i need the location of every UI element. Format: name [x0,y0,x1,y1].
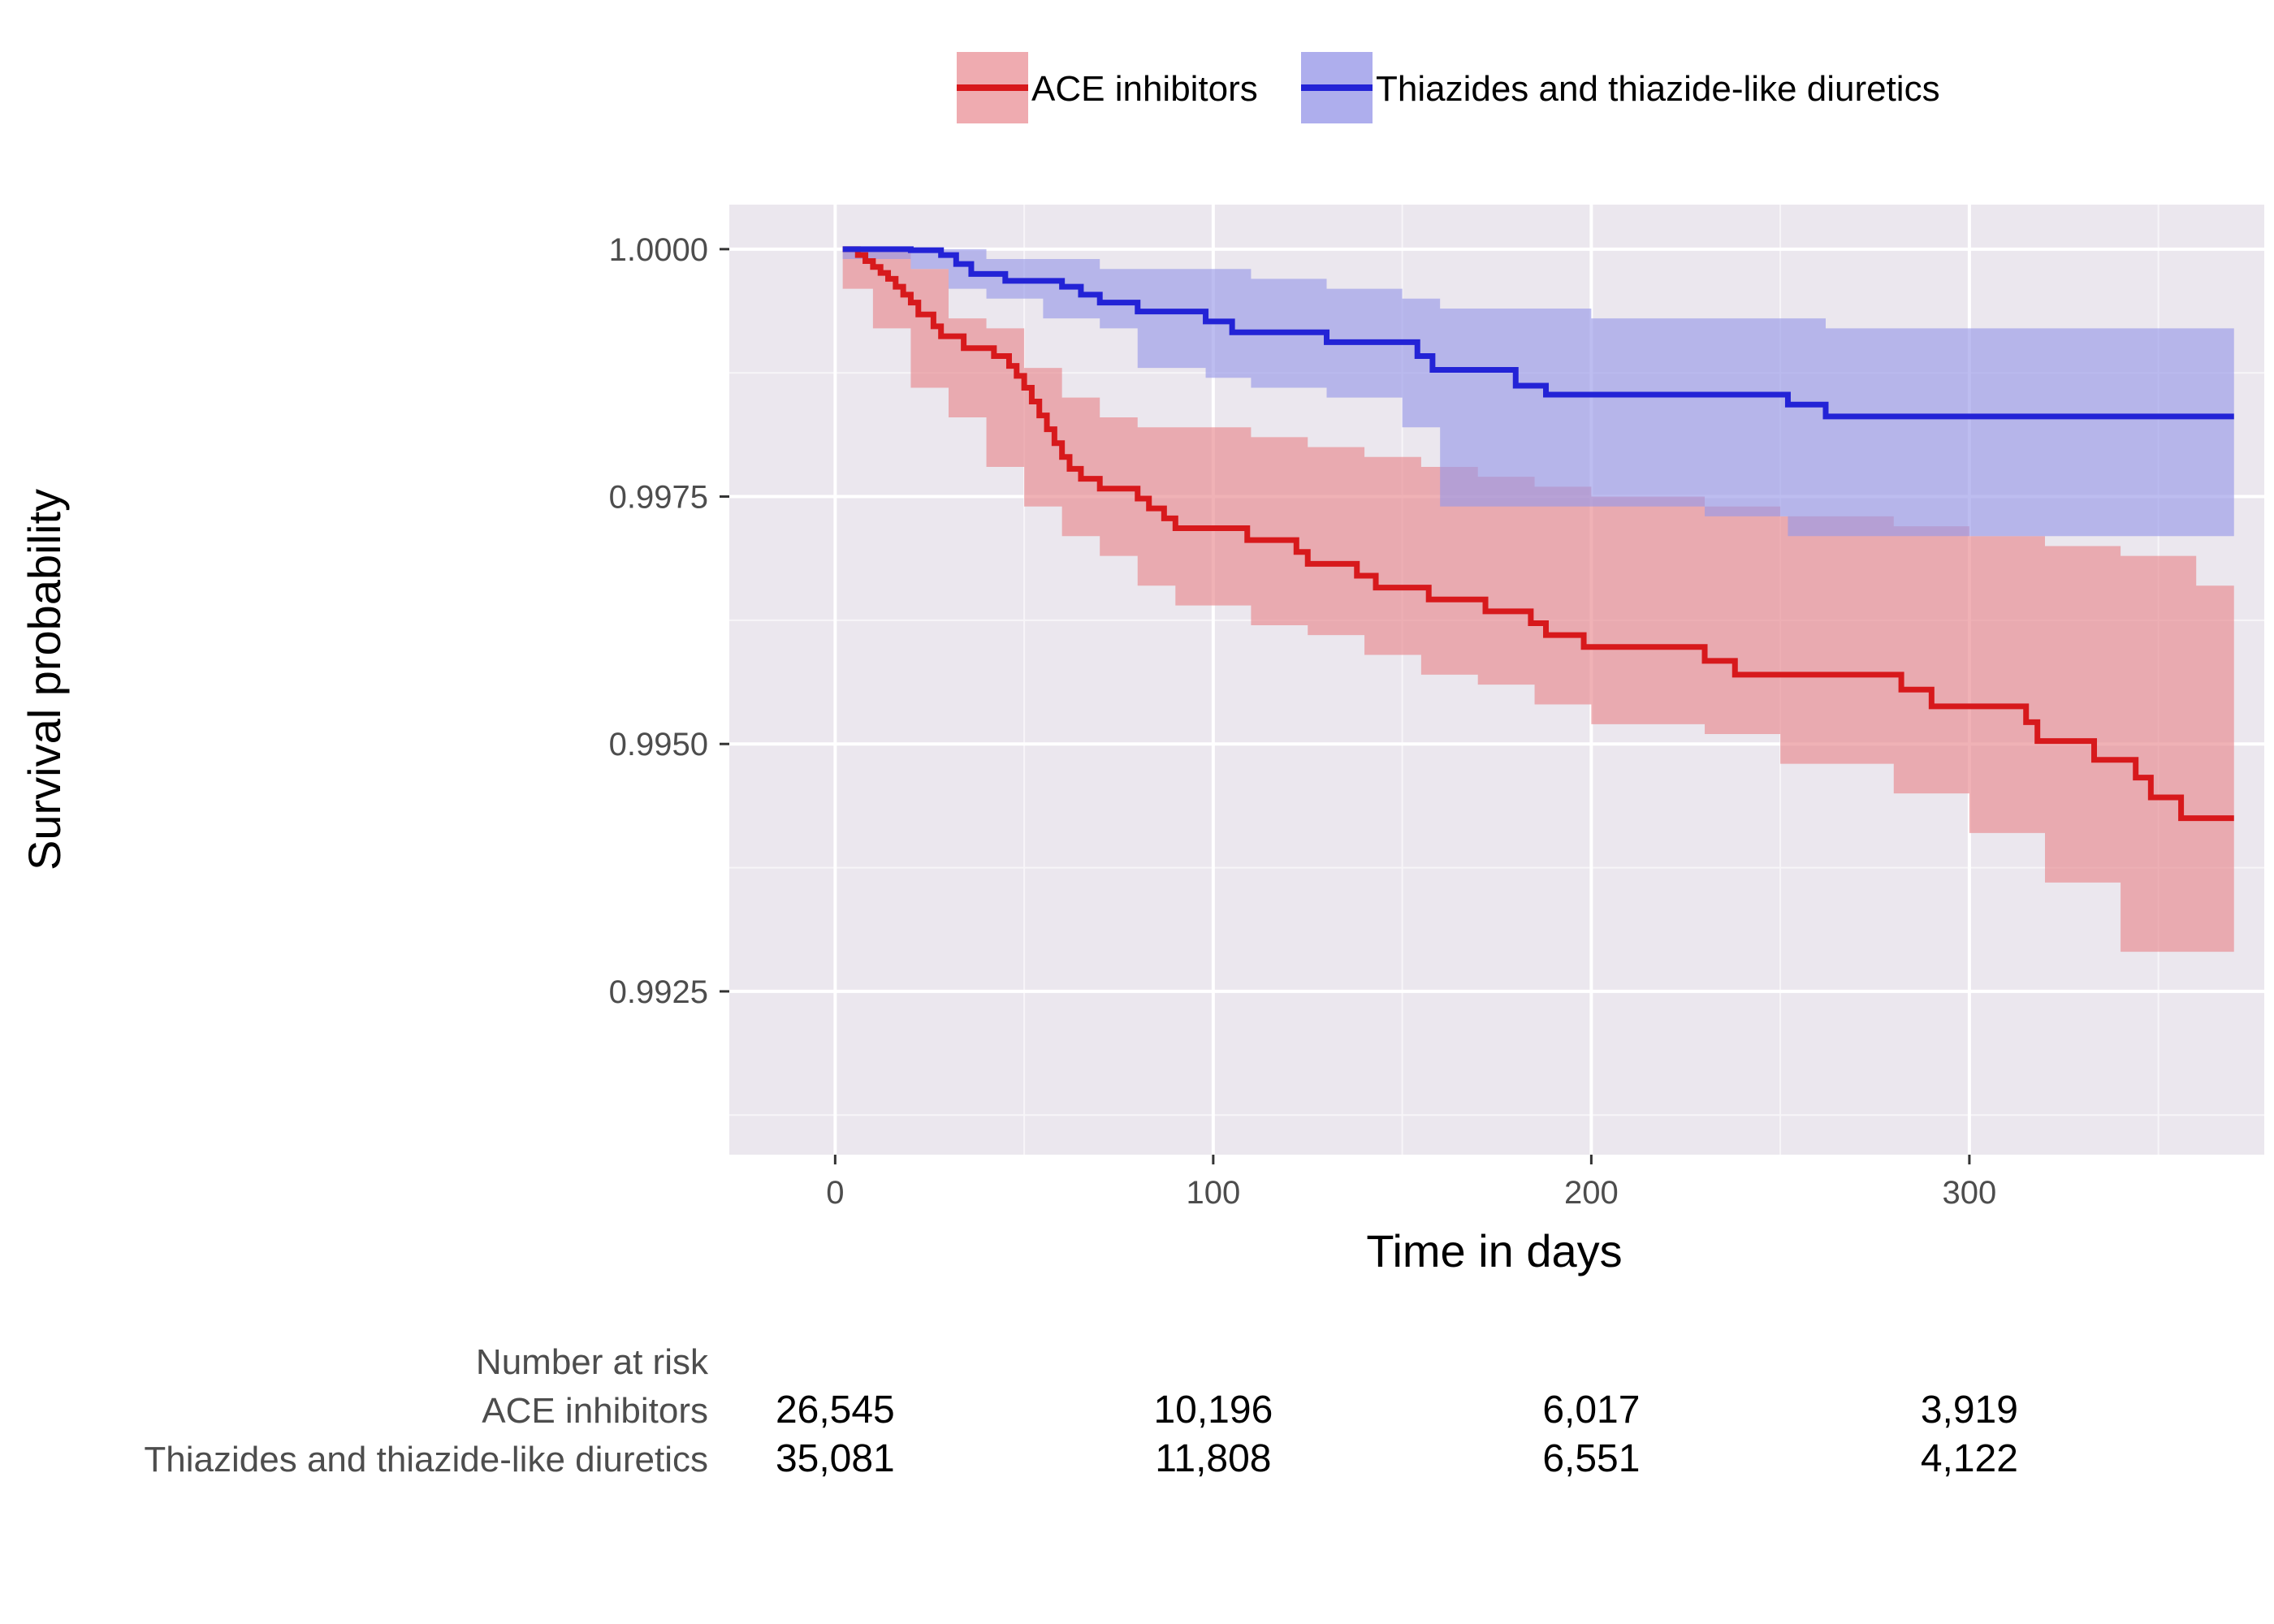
y-axis-title: Survival probability [19,489,70,870]
legend-item-thiazides: Thiazides and thiazide-like diuretics [1301,52,1940,123]
survival-curve-ace-inhibitors [842,246,2234,822]
confidence-band-ace-inhibitors [842,248,2234,952]
confidence-band-thiazides [842,248,2234,537]
risk-value: 10,196 [1153,1389,1273,1432]
y-tick-label: 0.9950 [609,727,708,762]
risk-value: 3,919 [1921,1389,2018,1432]
x-tick-label: 0 [826,1175,844,1211]
survival-curves [842,246,2234,822]
risk-row-label-ace: ACE inhibitors [482,1391,708,1431]
x-tick-label: 300 [1943,1175,1997,1211]
legend-label-ace-inhibitors: ACE inhibitors [1031,69,1258,109]
risk-table-values: 26,545 10,196 6,017 3,919 35,081 11,808 6,551 4… [776,1389,2018,1480]
legend-item-ace-inhibitors: ACE inhibitors [957,52,1258,123]
y-tick-label: 0.9975 [609,480,708,516]
x-tick-label: 200 [1564,1175,1619,1211]
x-axis-title: Time in days [1366,1225,1622,1276]
risk-table: Number at risk ACE inhibitors Thiazides … [144,1342,2018,1480]
x-axis-ticks: 0 100 200 300 [826,1155,1996,1211]
risk-value: 11,808 [1155,1437,1271,1480]
risk-table-title: Number at risk [476,1342,709,1382]
y-tick-label: 0.9925 [609,974,708,1010]
risk-value: 4,122 [1921,1437,2018,1480]
survival-curve-thiazides [842,246,2234,420]
risk-value: 6,551 [1542,1437,1640,1480]
x-tick-label: 100 [1186,1175,1240,1211]
legend: ACE inhibitors Thiazides and thiazide-li… [957,52,1940,123]
risk-value: 26,545 [776,1389,895,1432]
confidence-bands [842,248,2234,952]
risk-value: 6,017 [1542,1389,1640,1432]
risk-value: 35,081 [776,1437,895,1480]
y-axis-ticks: 0.9925 0.9950 0.9975 1.0000 [609,232,729,1010]
y-tick-label: 1.0000 [609,232,708,268]
risk-row-label-thiazides: Thiazides and thiazide-like diuretics [144,1440,708,1479]
legend-label-thiazides: Thiazides and thiazide-like diuretics [1376,69,1940,109]
